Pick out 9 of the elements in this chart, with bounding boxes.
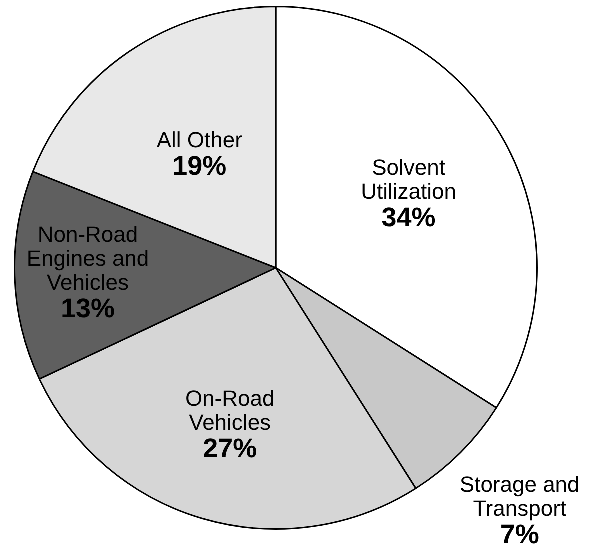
slice-label: On-Road Vehicles (185, 386, 275, 436)
data-label: 34% (382, 202, 436, 232)
data-label: 13% (60, 293, 116, 324)
slice-label: All Other (156, 128, 242, 153)
slice-label: Storage and Transport (460, 472, 580, 521)
data-label: 19% (172, 151, 227, 182)
slice-label: Non-Road Engines and Vehicles (26, 222, 150, 295)
data-label: 27% (203, 434, 258, 464)
slice-label: Solvent Utilization (361, 155, 456, 204)
